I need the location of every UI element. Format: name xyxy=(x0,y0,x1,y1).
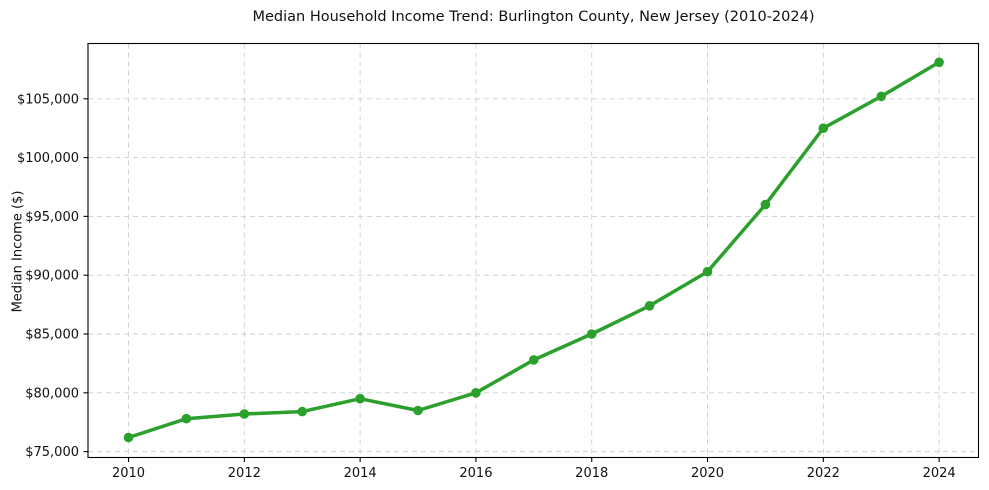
data-point-marker xyxy=(355,393,365,404)
axes-frame xyxy=(87,42,980,459)
x-tick-label: 2020 xyxy=(691,466,724,481)
data-point-marker xyxy=(471,388,481,398)
x-tick-label: 2016 xyxy=(459,466,492,481)
y-axis-title: Median Income ($) xyxy=(10,190,26,313)
x-tick-label: 2012 xyxy=(228,466,261,481)
x-tick-label: 2022 xyxy=(807,466,840,481)
data-point-marker xyxy=(239,409,250,419)
data-point-marker xyxy=(818,123,829,133)
y-tick-label: $90,000 xyxy=(25,269,79,284)
data-point-marker xyxy=(876,91,886,102)
data-point-marker xyxy=(934,57,944,68)
y-tick-label: $85,000 xyxy=(25,328,79,343)
y-tick-label: $105,000 xyxy=(17,92,79,107)
data-point-marker xyxy=(760,199,771,210)
y-tick-label: $75,000 xyxy=(25,445,79,460)
data-point-marker xyxy=(181,413,192,424)
chart-title: Median Household Income Trend: Burlingto… xyxy=(252,9,815,25)
data-point-marker xyxy=(702,266,713,277)
data-point-marker xyxy=(413,405,423,416)
data-point-marker xyxy=(123,432,134,443)
data-line xyxy=(126,60,941,440)
x-tick-label: 2010 xyxy=(112,466,145,481)
y-tick-label: $80,000 xyxy=(25,386,79,401)
x-tick-label: 2024 xyxy=(923,466,956,481)
data-point-marker xyxy=(586,329,597,339)
data-point-marker xyxy=(297,406,308,417)
x-tick-label: 2018 xyxy=(575,466,608,481)
x-tick-label: 2014 xyxy=(344,466,377,481)
data-point-marker xyxy=(529,355,539,365)
y-tick-label: $100,000 xyxy=(17,151,79,166)
y-tick-label: $95,000 xyxy=(25,210,79,225)
data-point-marker xyxy=(644,301,655,311)
